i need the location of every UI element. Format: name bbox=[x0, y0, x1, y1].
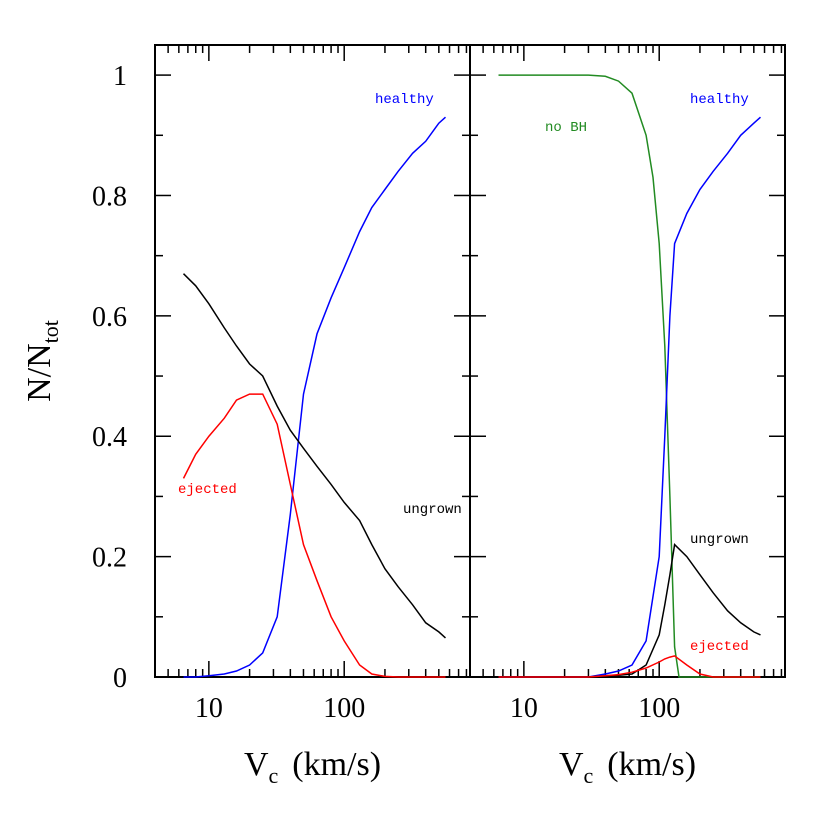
x-axis-label-sub: c bbox=[584, 763, 594, 788]
x-axis-label-sub: c bbox=[269, 763, 279, 788]
data-line bbox=[182, 393, 446, 678]
data-line bbox=[183, 116, 447, 678]
series-label: healthy bbox=[690, 92, 749, 108]
x-axis-label-main: V bbox=[559, 746, 584, 783]
y-tick-label: 0.8 bbox=[92, 181, 127, 212]
y-tick-label: 0.4 bbox=[92, 422, 127, 453]
y-axis-label-sub: tot bbox=[38, 320, 63, 343]
data-line bbox=[498, 116, 762, 678]
plot-frame bbox=[154, 44, 471, 678]
series-label: ungrown bbox=[403, 502, 462, 518]
y-tick-label: 0.6 bbox=[92, 302, 127, 333]
series-label: healthy bbox=[375, 92, 434, 108]
series-label: ejected bbox=[178, 482, 237, 498]
data-line bbox=[498, 655, 761, 678]
plot-frame bbox=[469, 44, 786, 678]
y-axis-label-main: N/N bbox=[21, 343, 58, 402]
x-axis-label-main: V bbox=[244, 746, 269, 783]
series-label: ungrown bbox=[690, 532, 749, 548]
x-axis-label-unit: (km/s) bbox=[607, 746, 696, 783]
series-label: no BH bbox=[545, 120, 587, 136]
x-axis-label-unit: (km/s) bbox=[292, 746, 381, 783]
series-label: ejected bbox=[690, 639, 749, 655]
data-line bbox=[182, 273, 447, 639]
data-line bbox=[498, 74, 761, 678]
y-tick-label: 1 bbox=[113, 61, 127, 92]
x-axis-label: Vc (km/s) bbox=[559, 746, 696, 788]
y-tick-label: 0.2 bbox=[92, 543, 127, 574]
x-tick-label: 10 bbox=[195, 693, 223, 724]
y-tick-label: 0 bbox=[113, 663, 127, 694]
y-axis-label: N/Ntot bbox=[21, 320, 63, 402]
x-tick-label: 100 bbox=[638, 693, 680, 724]
data-line bbox=[498, 543, 761, 678]
x-tick-label: 100 bbox=[323, 693, 365, 724]
x-tick-label: 10 bbox=[510, 693, 538, 724]
x-axis-label: Vc (km/s) bbox=[244, 746, 381, 788]
